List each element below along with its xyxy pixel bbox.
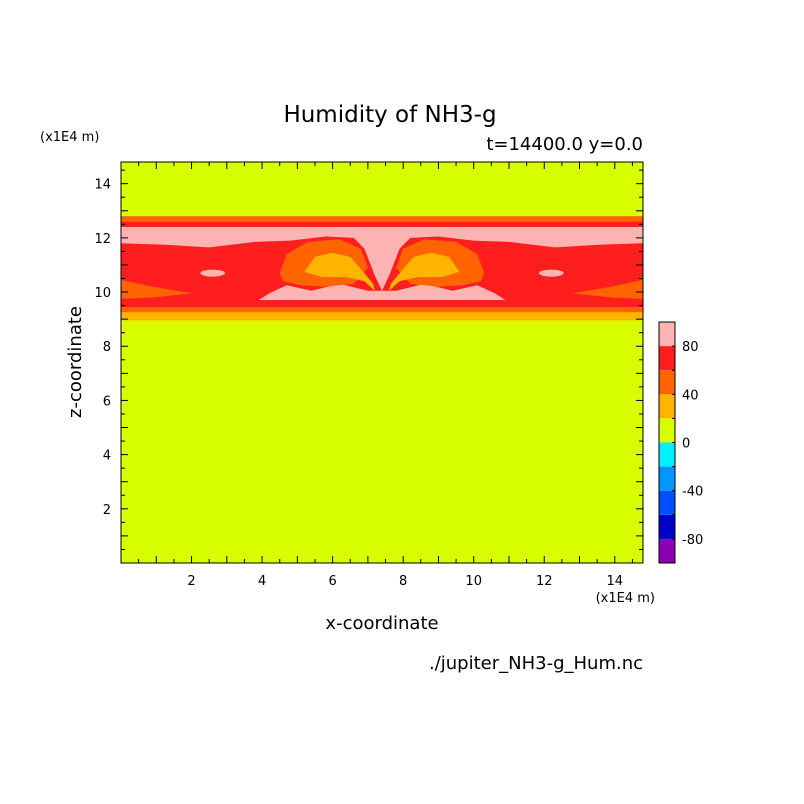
colorbar-swatch bbox=[659, 394, 675, 419]
x-tick-label: 8 bbox=[399, 574, 407, 589]
colorbar-swatch bbox=[659, 370, 675, 395]
yellow-core-right bbox=[389, 252, 460, 291]
y-tick-label: 2 bbox=[103, 503, 111, 518]
band-lower-yellow bbox=[121, 312, 643, 321]
x-tick-label: 12 bbox=[536, 574, 553, 589]
axes: 2 4 6 8 10 12 14 2 4 6 8 10 12 14 bbox=[94, 161, 644, 589]
orange-streak-right bbox=[572, 279, 643, 299]
y-tick-label: 6 bbox=[103, 394, 111, 409]
colorbar-swatch bbox=[659, 442, 675, 467]
y-tick-label: 4 bbox=[103, 449, 111, 464]
colorbar-swatch bbox=[659, 538, 675, 563]
x-axis-label: x-coordinate bbox=[325, 613, 438, 634]
yellow-core-left bbox=[304, 252, 375, 291]
colorbar-tick-label: 80 bbox=[682, 340, 699, 355]
colorbar-swatch bbox=[659, 466, 675, 491]
colorbar-tick-label: 0 bbox=[682, 437, 690, 452]
band-top-red bbox=[121, 221, 643, 228]
chart-title: Humidity of NH3-g bbox=[283, 102, 496, 128]
colorbar-tick-label: -80 bbox=[682, 533, 703, 548]
colorbar-tick-label: -40 bbox=[682, 485, 703, 500]
x-tick-label: 10 bbox=[465, 574, 482, 589]
colorbar-swatch bbox=[659, 322, 675, 347]
colorbar: 80 40 0 -40 -80 bbox=[658, 321, 703, 564]
contour-fill bbox=[121, 162, 643, 563]
band-red-belt bbox=[121, 300, 643, 307]
x-tick-label: 14 bbox=[607, 574, 624, 589]
x-tick-label: 6 bbox=[328, 574, 336, 589]
colorbar-swatch bbox=[659, 514, 675, 539]
source-file-label: ./jupiter_NH3-g_Hum.nc bbox=[429, 653, 643, 674]
x-tick-label: 4 bbox=[258, 574, 266, 589]
y-axis-label: z-coordinate bbox=[65, 306, 86, 418]
pink-lobe-right bbox=[538, 269, 564, 277]
pink-lobe-left bbox=[200, 269, 226, 277]
band-top-orange bbox=[121, 216, 643, 222]
orange-streak-left bbox=[121, 279, 192, 299]
chart-subtitle: t=14400.0 y=0.0 bbox=[486, 134, 643, 155]
y-tick-label: 10 bbox=[94, 286, 111, 301]
colorbar-tick-label: 40 bbox=[682, 388, 699, 403]
colorbar-swatch bbox=[659, 346, 675, 371]
y-tick-label: 12 bbox=[94, 232, 111, 247]
colorbar-swatch bbox=[659, 490, 675, 515]
y-tick-label: 14 bbox=[94, 178, 111, 193]
plot-frame bbox=[120, 161, 644, 564]
y-unit-label: (x1E4 m) bbox=[40, 130, 99, 145]
x-unit-label: (x1E4 m) bbox=[596, 591, 655, 606]
colorbar-swatch bbox=[659, 418, 675, 443]
plot-area bbox=[121, 162, 643, 563]
y-tick-label: 8 bbox=[103, 340, 111, 355]
band-lower-orange bbox=[121, 306, 643, 313]
x-tick-label: 2 bbox=[187, 574, 195, 589]
